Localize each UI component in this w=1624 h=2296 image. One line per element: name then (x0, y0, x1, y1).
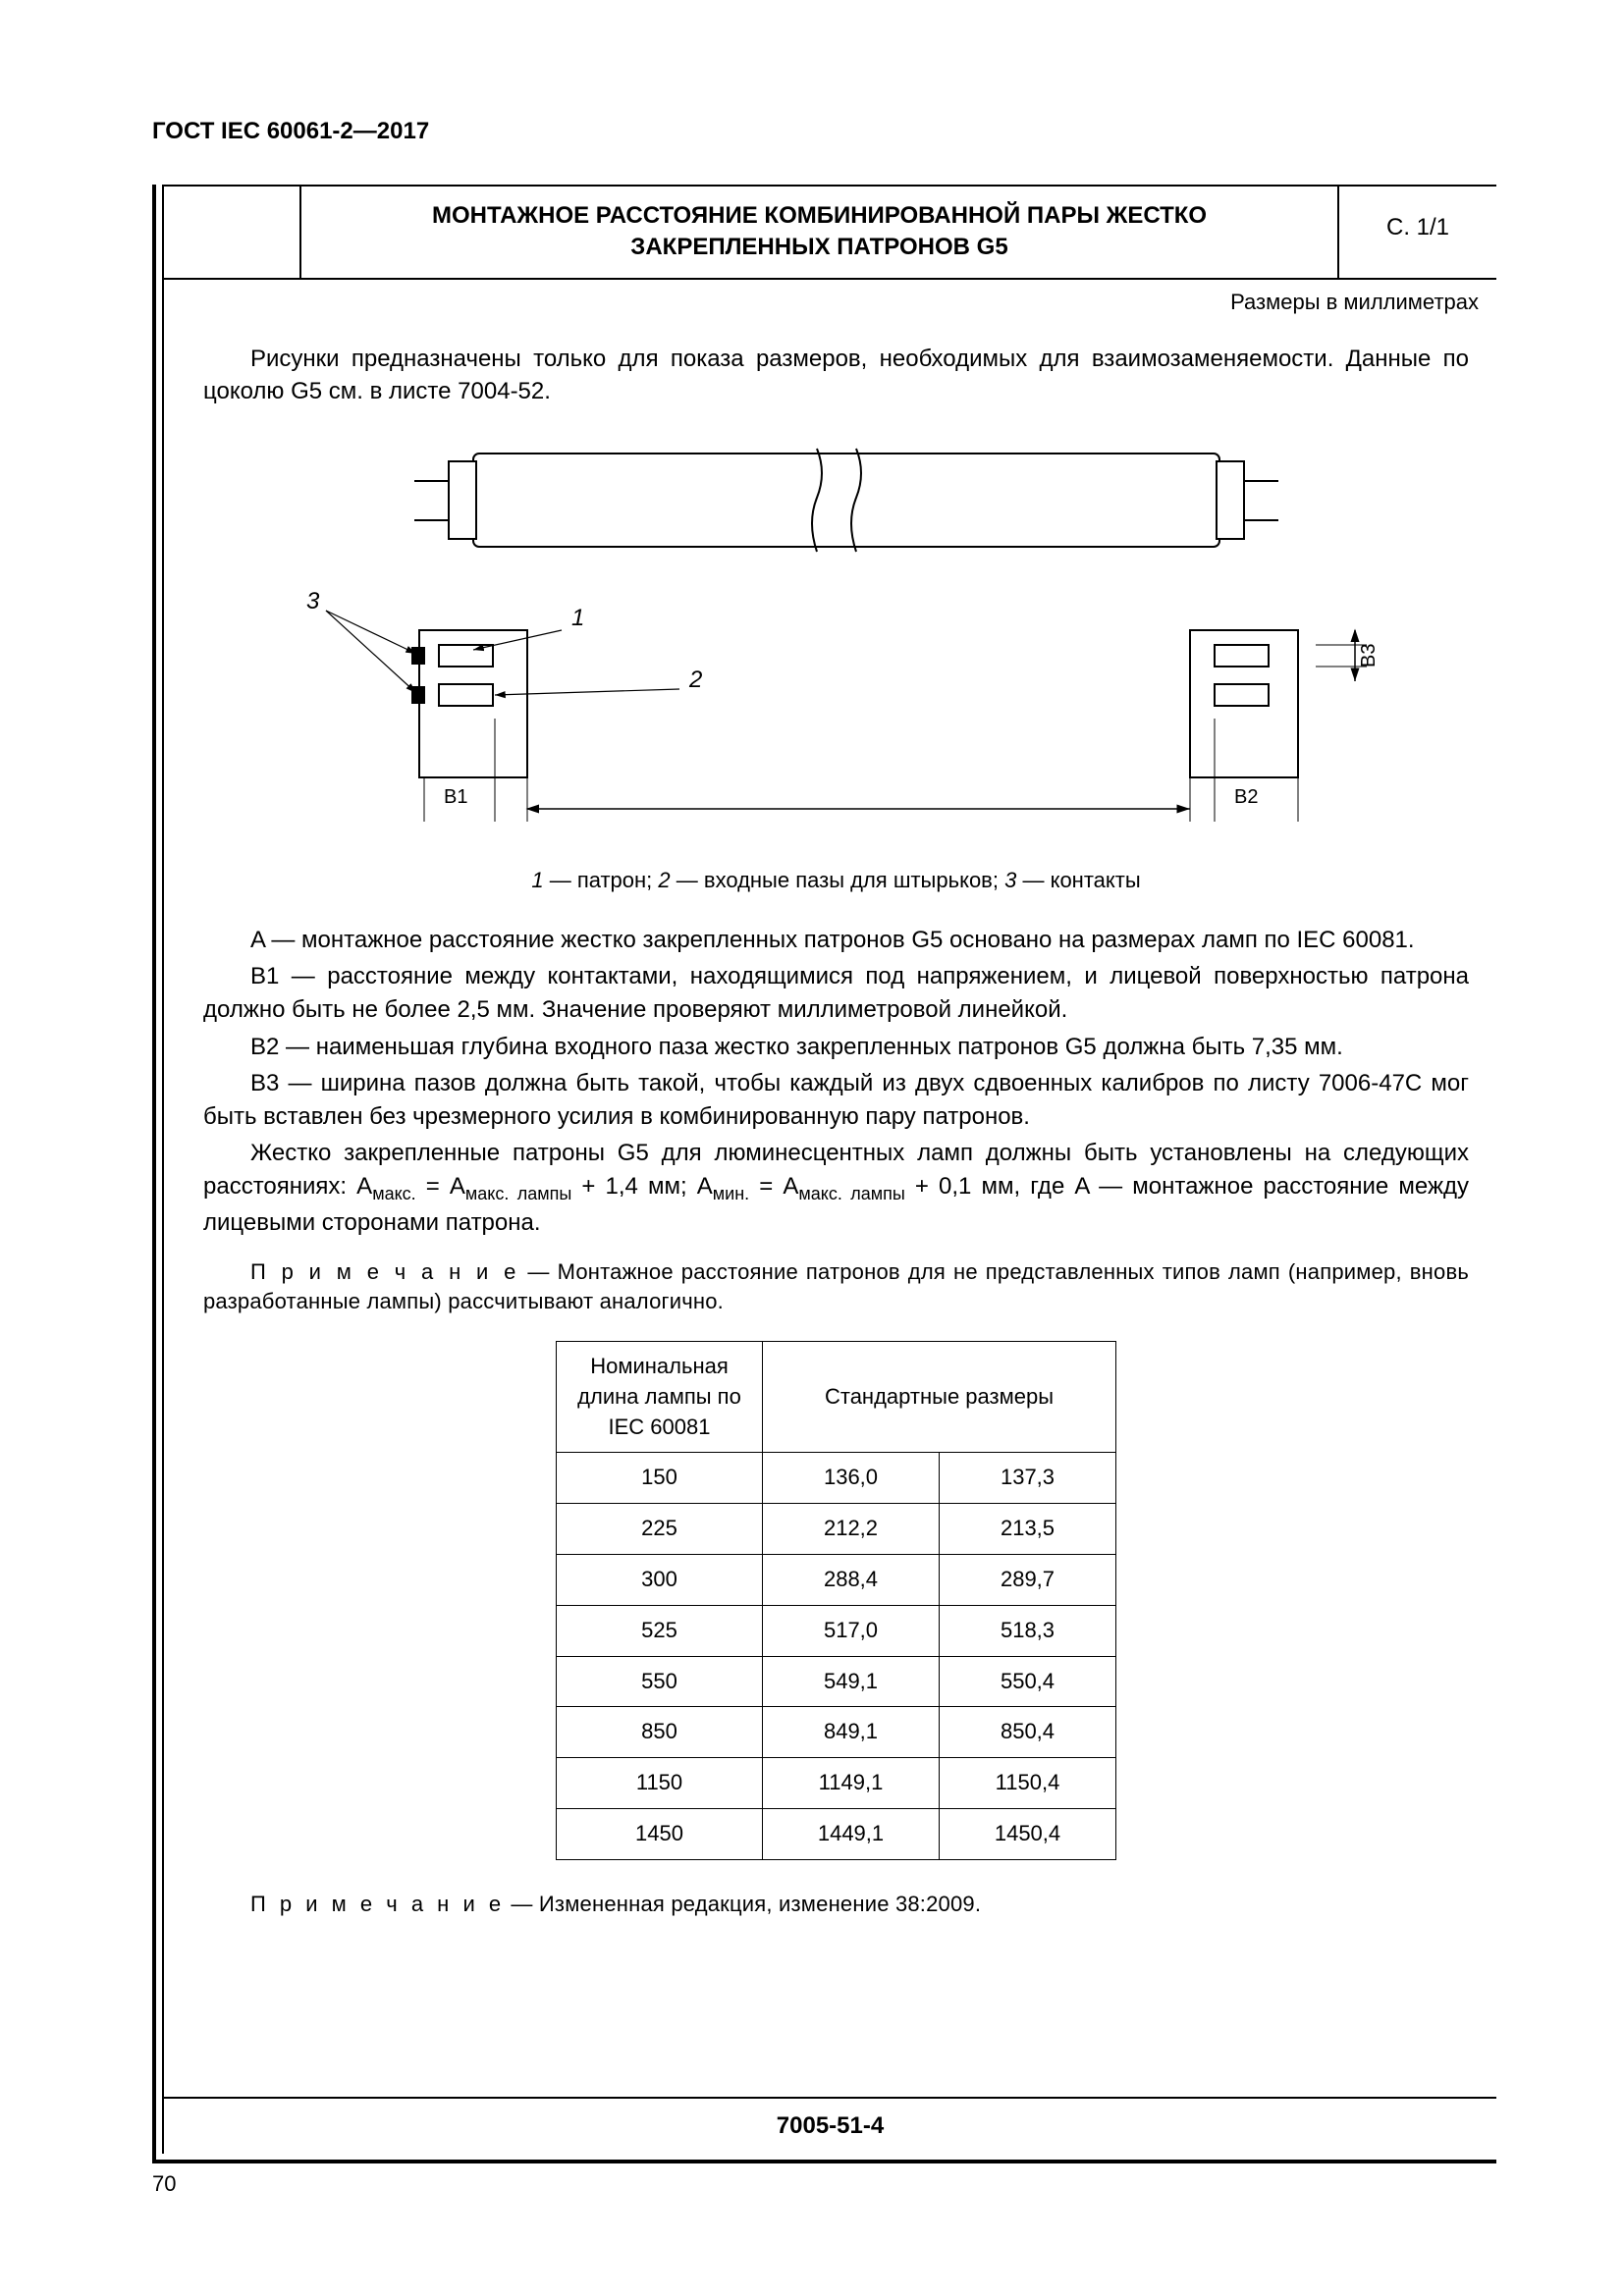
title-row: МОНТАЖНОЕ РАССТОЯНИЕ КОМБИНИРОВАННОЙ ПАР… (164, 185, 1496, 280)
table-row: 150136,0137,3 (557, 1453, 1116, 1504)
table-cell: 1449,1 (763, 1809, 940, 1860)
legend-2-text: — входные пазы для штырьков; (671, 868, 1004, 892)
page-ref: С. 1/1 (1339, 187, 1496, 278)
sub-max-1: макс. (372, 1184, 415, 1203)
col-header-length: Номинальная длина лампы по IEC 60081 (557, 1342, 763, 1453)
note-2: П р и м е ч а н и е — Измененная редакци… (203, 1890, 1469, 1920)
table-cell: 213,5 (940, 1504, 1116, 1555)
table-cell: 849,1 (763, 1707, 940, 1758)
pf-eq3: = A (749, 1173, 798, 1200)
table-cell: 518,3 (940, 1605, 1116, 1656)
body-area: Рисунки предназначены только для показа … (164, 315, 1496, 1969)
table-row: 525517,0518,3 (557, 1605, 1116, 1656)
intro-paragraph: Рисунки предназначены только для показа … (203, 343, 1469, 408)
note-2-label: П р и м е ч а н и е (250, 1892, 505, 1916)
table-cell: 150 (557, 1453, 763, 1504)
title-line-1: МОНТАЖНОЕ РАССТОЯНИЕ КОМБИНИРОВАННОЙ ПАР… (432, 202, 1207, 229)
note-1: П р и м е ч а н и е — Монтажное расстоян… (203, 1257, 1469, 1318)
table-cell: 1450 (557, 1809, 763, 1860)
table-row: 225212,2213,5 (557, 1504, 1116, 1555)
table-cell: 212,2 (763, 1504, 940, 1555)
table-cell: 517,0 (763, 1605, 940, 1656)
table-row: 850849,1850,4 (557, 1707, 1116, 1758)
table-cell: 1450,4 (940, 1809, 1116, 1860)
bottom-double-line (156, 2160, 1496, 2162)
title-line-2: ЗАКРЕПЛЕННЫХ ПАТРОНОВ G5 (630, 234, 1007, 260)
table-body: 150136,0137,3225212,2213,5300288,4289,75… (557, 1453, 1116, 1859)
page-number: 70 (152, 2171, 1496, 2197)
table-cell: 550,4 (940, 1656, 1116, 1707)
pf-eq2: + 1,4 мм; A (571, 1173, 712, 1200)
table-cell: 850,4 (940, 1707, 1116, 1758)
para-b2: B2 — наименьшая глубина входного паза же… (203, 1031, 1469, 1064)
title-spacer (164, 187, 301, 278)
table-cell: 300 (557, 1555, 763, 1606)
sub-min: мин. (713, 1184, 749, 1203)
table-cell: 525 (557, 1605, 763, 1656)
label-2: 2 (688, 667, 702, 693)
col-header-sizes: Стандартные размеры (763, 1342, 1116, 1453)
table-row: 11501149,11150,4 (557, 1758, 1116, 1809)
pf-eq4: + 0,1 мм, где A — монтажное расстояние м… (203, 1173, 1469, 1236)
table-cell: 1150 (557, 1758, 763, 1809)
para-b1: B1 — расстояние между контактами, находя… (203, 960, 1469, 1026)
legend-3-num: 3 (1004, 868, 1016, 892)
table-cell: 549,1 (763, 1656, 940, 1707)
table-cell: 136,0 (763, 1453, 940, 1504)
table-cell: 1149,1 (763, 1758, 940, 1809)
table-cell: 550 (557, 1656, 763, 1707)
label-b2: B2 (1234, 786, 1258, 808)
table-cell: 289,7 (940, 1555, 1116, 1606)
table-header-row: Номинальная длина лампы по IEC 60081 Ста… (557, 1342, 1116, 1453)
diagram: B1 B2 B3 1 2 (267, 434, 1406, 846)
outer-frame: МОНТАЖНОЕ РАССТОЯНИЕ КОМБИНИРОВАННОЙ ПАР… (152, 185, 1496, 2163)
legend-1-text: — патрон; (544, 868, 659, 892)
table-row: 550549,1550,4 (557, 1656, 1116, 1707)
table-cell: 1150,4 (940, 1758, 1116, 1809)
label-b3: B3 (1358, 644, 1380, 667)
title-cell: МОНТАЖНОЕ РАССТОЯНИЕ КОМБИНИРОВАННОЙ ПАР… (301, 187, 1339, 278)
legend-1-num: 1 (531, 868, 543, 892)
table-row: 300288,4289,7 (557, 1555, 1116, 1606)
pf-eq1: = A (416, 1173, 465, 1200)
table-cell: 288,4 (763, 1555, 940, 1606)
inner-frame: МОНТАЖНОЕ РАССТОЯНИЕ КОМБИНИРОВАННОЙ ПАР… (162, 185, 1496, 2154)
label-1: 1 (571, 605, 584, 631)
para-b3: B3 — ширина пазов должна быть такой, что… (203, 1067, 1469, 1133)
table-cell: 850 (557, 1707, 763, 1758)
footer-code: 7005-51-4 (164, 2097, 1496, 2154)
document-header: ГОСТ IEC 60061-2—2017 (152, 118, 1496, 145)
label-3: 3 (306, 588, 320, 614)
para-fixed-distances: Жестко закрепленные патроны G5 для люмин… (203, 1137, 1469, 1239)
note-1-label: П р и м е ч а н и е (250, 1259, 519, 1284)
para-a: A — монтажное расстояние жестко закрепле… (203, 924, 1469, 957)
legend-2-num: 2 (658, 868, 670, 892)
table-cell: 225 (557, 1504, 763, 1555)
label-b1: B1 (444, 786, 467, 808)
dimensions-table: Номинальная длина лампы по IEC 60081 Ста… (556, 1341, 1116, 1860)
units-line: Размеры в миллиметрах (164, 280, 1496, 315)
sub-max-lamp-1: макс. лампы (465, 1184, 571, 1203)
table-cell: 137,3 (940, 1453, 1116, 1504)
diagram-svg: B1 B2 B3 1 2 (267, 434, 1406, 846)
sub-max-lamp-2: макс. лампы (798, 1184, 904, 1203)
legend-3-text: — контакты (1016, 868, 1140, 892)
page: ГОСТ IEC 60061-2—2017 МОНТАЖНОЕ РАССТОЯН… (0, 0, 1624, 2296)
note-2-text: — Измененная редакция, изменение 38:2009… (505, 1892, 981, 1916)
table-row: 14501449,11450,4 (557, 1809, 1116, 1860)
diagram-legend: 1 — патрон; 2 — входные пазы для штырько… (203, 866, 1469, 896)
